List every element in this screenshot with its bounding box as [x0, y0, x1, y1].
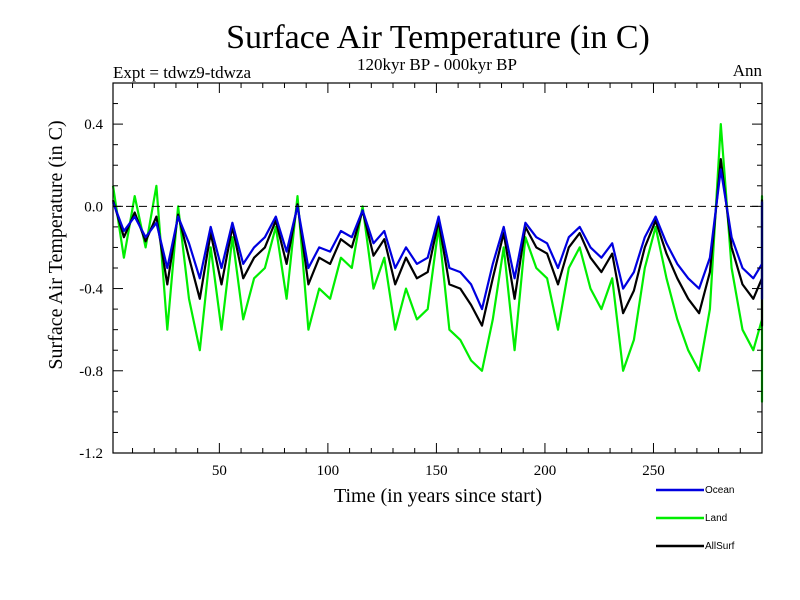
y-tick-label: 0.0: [84, 199, 103, 215]
chart-subtitle: 120kyr BP - 000kyr BP: [357, 55, 517, 74]
experiment-label: Expt = tdwz9-tdwza: [113, 63, 251, 82]
x-tick-label: 200: [534, 463, 557, 479]
legend-label-allsurf: AllSurf: [705, 541, 735, 552]
season-label: Ann: [733, 61, 763, 80]
legend: Ocean Land AllSurf: [656, 485, 735, 552]
x-tick-label: 100: [317, 463, 340, 479]
x-axis-label: Time (in years since start): [334, 485, 542, 507]
x-tick-label: 250: [642, 463, 665, 479]
tick-layer: 50 100 150 200 250 0.4 0.0 -0.4 -0.8 -1.2: [79, 82, 762, 479]
legend-label-ocean: Ocean: [705, 485, 734, 496]
y-tick-label: 0.4: [84, 117, 103, 133]
y-axis-label: Surface Air Temperature (in C): [45, 120, 67, 369]
legend-label-land: Land: [705, 513, 727, 524]
chart-title: Surface Air Temperature (in C): [226, 19, 650, 56]
y-tick-label: -0.4: [79, 282, 103, 298]
x-tick-label: 150: [425, 463, 448, 479]
y-tick-label: -1.2: [79, 446, 103, 462]
y-tick-label: -0.8: [79, 364, 103, 380]
x-tick-label: 50: [212, 463, 227, 479]
